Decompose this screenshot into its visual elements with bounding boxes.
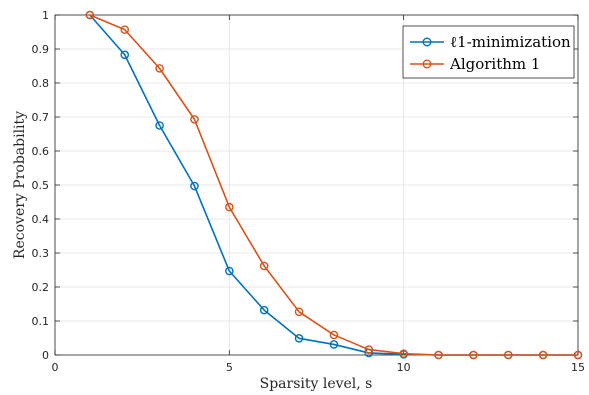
- x-tick-label-5: 5: [226, 361, 233, 374]
- y-tick-label-0.4: 0.4: [32, 213, 50, 226]
- series-1-point-5: [225, 202, 234, 212]
- legend-box: [402, 25, 575, 79]
- y-tick-label-0.7: 0.7: [32, 111, 50, 124]
- series-layer: [85, 10, 583, 360]
- y-tick-label-0.1: 0.1: [32, 315, 50, 328]
- series-1-point-10: [399, 349, 408, 358]
- x-tick-label-15: 15: [571, 361, 585, 374]
- series-0-point-8: [329, 340, 339, 349]
- y-axis-title: Recovery Probability: [12, 111, 28, 259]
- series-1-point-1: [85, 10, 95, 20]
- series-1-point-8: [329, 330, 339, 340]
- series-0-point-2: [120, 50, 130, 60]
- legend-label-alg1: Algorithm 1: [449, 55, 540, 73]
- series-1-point-2: [120, 25, 130, 34]
- series-1-point-13: [503, 350, 513, 360]
- ticks: 0 5 10 15 0 0.1 0.2 0.3 0.4 0.5 0.6 0.7 0.8 0.9 1: [32, 9, 586, 374]
- y-tick-label-0: 0: [42, 349, 49, 362]
- legend-marker-l1: [422, 37, 432, 47]
- x-tick-label-0: 0: [52, 361, 59, 374]
- series-1-point-4: [190, 115, 199, 124]
- legend: ℓ1-minimization Algorithm 1: [402, 25, 575, 79]
- y-tick-label-0.3: 0.3: [32, 247, 50, 260]
- series-0-point-5: [225, 266, 234, 276]
- series-0-point-4: [190, 181, 199, 191]
- series-0-point-7: [294, 334, 304, 343]
- y-tick-label-0.6: 0.6: [32, 145, 50, 158]
- legend-marker-alg1: [422, 59, 432, 69]
- y-tick-label-1: 1: [42, 9, 49, 22]
- series-1-point-7: [294, 307, 304, 317]
- series-1-point-15: [573, 350, 583, 360]
- legend-label-l1: ℓ1-minimization: [450, 33, 571, 51]
- series-1-point-6: [259, 261, 269, 271]
- series-0-point-6: [259, 305, 269, 315]
- y-tick-label-0.9: 0.9: [32, 43, 50, 56]
- series-1-point-11: [434, 350, 443, 360]
- series-1-point-14: [538, 350, 548, 360]
- y-tick-label-0.8: 0.8: [32, 77, 50, 90]
- series-0-point-3: [155, 121, 164, 130]
- y-tick-label-0.5: 0.5: [32, 179, 50, 192]
- series-1-point-12: [469, 350, 478, 360]
- x-axis-title: Sparsity level, s: [260, 376, 373, 392]
- series-1-point-3: [155, 64, 164, 73]
- series-line-1: [89, 14, 578, 356]
- series-1-point-9: [364, 345, 374, 354]
- y-tick-label-0.2: 0.2: [32, 281, 50, 294]
- x-tick-label-10: 10: [397, 361, 411, 374]
